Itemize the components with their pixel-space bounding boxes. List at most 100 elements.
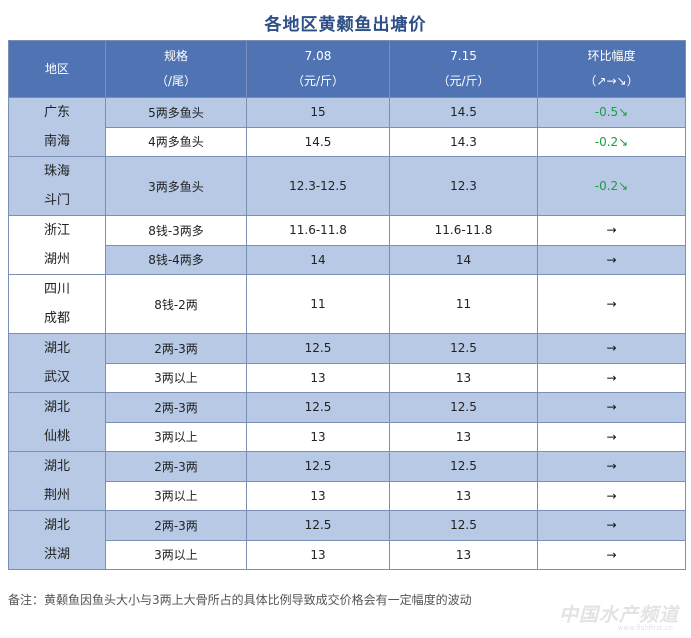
region-province: 湖北: [43, 400, 70, 415]
change-cell: -0.2↘: [537, 126, 686, 157]
region-province: 湖北: [43, 341, 70, 356]
header-date2: 7.15 （元/斤）: [389, 40, 538, 98]
region-city: 武汉: [43, 370, 70, 385]
table-row: 广东 南海 5两多鱼头 15 14.5 -0.5↘: [8, 97, 686, 157]
spec-cell: 3两多鱼头: [105, 156, 247, 216]
footnote: 备注：黄颡鱼因鱼头大小与3两上大骨所占的具体比例导致成交价格会有一定幅度的波动: [8, 593, 472, 607]
watermark-logo: 中国水产频道 www.fishfirst.cn: [533, 594, 683, 634]
region-cell: 广东 南海: [8, 97, 106, 157]
region-province: 湖北: [43, 459, 70, 474]
price-7-08-cell: 12.5: [246, 510, 390, 541]
change-cell: →: [537, 244, 686, 275]
price-7-15-cell: 12.5: [389, 333, 538, 364]
table-row: 湖北 洪湖 2两-3两 12.5 12.5 →: [8, 510, 686, 570]
change-cell: →: [537, 451, 686, 482]
price-7-15-cell: 13: [389, 539, 538, 570]
watermark-text: 中国水产频道: [558, 604, 679, 626]
region-city: 仙桃: [43, 429, 70, 444]
header-change-legend: （↗→↘）: [584, 74, 639, 88]
region-city: 成都: [43, 311, 70, 326]
spec-cell: 3两以上: [105, 480, 247, 511]
region-province: 四川: [43, 282, 70, 297]
header-date1-unit: （元/斤）: [291, 74, 345, 88]
price-7-15-cell: 14: [389, 244, 538, 275]
spec-cell: 2两-3两: [105, 451, 247, 482]
header-date1: 7.08 （元/斤）: [246, 40, 390, 98]
price-7-15-cell: 13: [389, 421, 538, 452]
spec-cell: 3两以上: [105, 539, 247, 570]
spec-cell: 5两多鱼头: [105, 97, 247, 128]
table-row: 3两以上 13 13 →: [9, 539, 686, 570]
spec-cell: 3两以上: [105, 362, 247, 393]
table-row: 四川 成都 8钱-2两 11 11 →: [8, 274, 686, 334]
price-7-15-cell: 12.5: [389, 510, 538, 541]
header-change: 环比幅度 （↗→↘）: [537, 40, 686, 98]
change-cell: →: [537, 539, 686, 570]
price-7-08-cell: 13: [246, 480, 390, 511]
region-cell: 湖北 武汉: [8, 333, 106, 393]
spec-cell: 8钱-2两: [105, 274, 247, 334]
price-7-08-cell: 15: [246, 97, 390, 128]
price-7-08-cell: 14: [246, 244, 390, 275]
table-row: 4两多鱼头 14.5 14.3 -0.2↘: [9, 126, 686, 157]
price-table: 地区 规格 （/尾） 7.08 （元/斤） 7.15 （元/斤） 环比幅度 （↗…: [8, 40, 686, 570]
table-row: 浙江 湖州 8钱-3两多 11.6-11.8 11.6-11.8 →: [8, 215, 686, 275]
price-7-08-cell: 12.5: [246, 333, 390, 364]
change-cell: →: [537, 421, 686, 452]
region-city: 湖州: [43, 252, 70, 267]
table-row: 3两以上 13 13 →: [9, 480, 686, 511]
change-cell: -0.2↘: [537, 156, 686, 216]
table-row: 3两以上 13 13 →: [9, 421, 686, 452]
region-city: 斗门: [43, 193, 70, 208]
spec-cell: 3两以上: [105, 421, 247, 452]
spec-cell: 4两多鱼头: [105, 126, 247, 157]
change-cell: →: [537, 215, 686, 246]
price-7-08-cell: 14.5: [246, 126, 390, 157]
price-7-08-cell: 12.3-12.5: [246, 156, 390, 216]
region-cell: 浙江 湖州: [8, 215, 106, 275]
change-cell: -0.5↘: [537, 97, 686, 128]
region-cell: 湖北 荆州: [8, 451, 106, 511]
header-spec-label: 规格: [163, 49, 188, 63]
price-7-08-cell: 13: [246, 421, 390, 452]
table-row: 8钱-4两多 14 14 →: [9, 244, 686, 275]
header-spec: 规格 （/尾）: [105, 40, 247, 98]
price-7-08-cell: 11: [246, 274, 390, 334]
region-province: 湖北: [43, 518, 70, 533]
region-cell: 四川 成都: [8, 274, 106, 334]
price-7-08-cell: 11.6-11.8: [246, 215, 390, 246]
table-row: 珠海 斗门 3两多鱼头 12.3-12.5 12.3 -0.2↘: [8, 156, 686, 216]
price-7-15-cell: 12.5: [389, 392, 538, 423]
header-region-label: 地区: [44, 61, 69, 76]
region-city: 荆州: [43, 488, 70, 503]
change-cell: →: [537, 274, 686, 334]
header-date2-label: 7.15: [450, 49, 477, 63]
watermark-url: www.fishfirst.cn: [617, 624, 673, 632]
region-cell: 珠海 斗门: [8, 156, 106, 216]
change-cell: →: [537, 362, 686, 393]
spec-cell: 2两-3两: [105, 333, 247, 364]
region-city: 洪湖: [43, 547, 70, 562]
table-body: 广东 南海 5两多鱼头 15 14.5 -0.5↘ 4两多鱼头 14.5 14.3 -0.2↘ 珠海…: [8, 97, 686, 570]
change-cell: →: [537, 392, 686, 423]
change-cell: →: [537, 510, 686, 541]
header-spec-unit: （/尾）: [155, 74, 197, 88]
price-7-15-cell: 14.5: [389, 97, 538, 128]
page-title: 各地区黄颡鱼出塘价: [264, 15, 427, 35]
price-7-15-cell: 11: [389, 274, 538, 334]
change-cell: →: [537, 333, 686, 364]
region-province: 浙江: [43, 223, 70, 238]
spec-cell: 2两-3两: [105, 392, 247, 423]
region-province: 广东: [43, 105, 70, 120]
header-row: 地区 规格 （/尾） 7.08 （元/斤） 7.15 （元/斤） 环比幅度 （↗…: [8, 40, 686, 98]
spec-cell: 8钱-3两多: [105, 215, 247, 246]
price-7-08-cell: 12.5: [246, 392, 390, 423]
price-7-15-cell: 13: [389, 362, 538, 393]
spec-cell: 2两-3两: [105, 510, 247, 541]
price-7-08-cell: 13: [246, 362, 390, 393]
price-7-08-cell: 13: [246, 539, 390, 570]
header-change-label: 环比幅度: [587, 49, 636, 63]
region-province: 珠海: [43, 164, 70, 179]
price-7-15-cell: 14.3: [389, 126, 538, 157]
header-date1-label: 7.08: [304, 49, 332, 63]
